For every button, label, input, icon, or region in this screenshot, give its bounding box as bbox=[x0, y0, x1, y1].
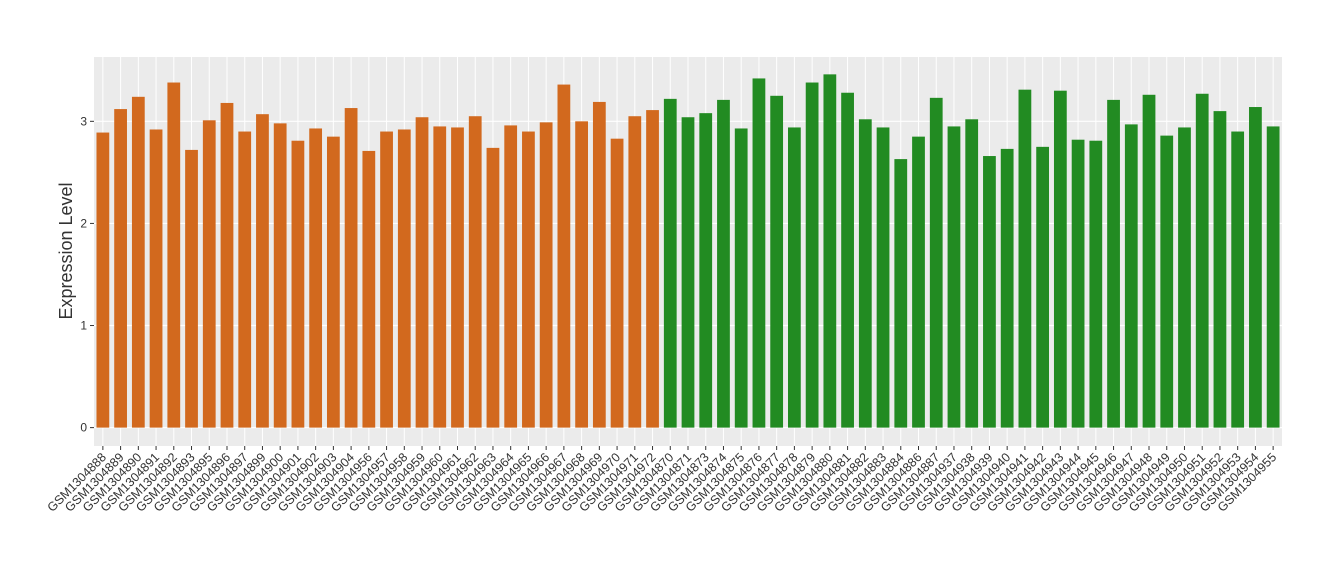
bar bbox=[238, 131, 252, 428]
bar bbox=[1089, 140, 1103, 428]
bar bbox=[202, 120, 216, 428]
bar bbox=[96, 132, 110, 428]
bar bbox=[610, 138, 624, 428]
bar bbox=[1107, 99, 1120, 428]
bar bbox=[788, 127, 801, 428]
bar bbox=[522, 131, 535, 428]
bar bbox=[504, 125, 518, 428]
bar bbox=[1249, 107, 1262, 428]
bar bbox=[256, 114, 269, 428]
bar bbox=[929, 97, 943, 428]
bar bbox=[468, 116, 482, 428]
bar bbox=[947, 126, 961, 428]
bar bbox=[734, 128, 748, 428]
bar bbox=[326, 136, 340, 428]
bar bbox=[131, 96, 145, 428]
bar bbox=[1036, 146, 1050, 428]
bar bbox=[1195, 93, 1209, 428]
bar bbox=[983, 156, 996, 428]
bar bbox=[699, 113, 713, 428]
bar bbox=[167, 82, 181, 428]
bar bbox=[397, 129, 411, 428]
bar bbox=[1142, 94, 1156, 428]
bar bbox=[415, 117, 429, 428]
bar bbox=[1231, 131, 1245, 428]
bar bbox=[1018, 89, 1032, 428]
y-axis-title: Expression Level bbox=[56, 182, 76, 319]
bar bbox=[965, 119, 979, 428]
y-tick-label: 3 bbox=[80, 114, 87, 128]
y-tick-label: 0 bbox=[80, 421, 87, 435]
bar bbox=[344, 108, 358, 428]
bar bbox=[858, 119, 872, 428]
bar bbox=[114, 109, 127, 428]
bar bbox=[1053, 90, 1067, 428]
bar bbox=[220, 102, 234, 428]
bar bbox=[681, 117, 695, 428]
bar bbox=[841, 92, 854, 428]
bar bbox=[185, 149, 198, 428]
bar bbox=[1071, 139, 1085, 428]
bar bbox=[309, 128, 323, 428]
bar bbox=[149, 129, 163, 428]
bar bbox=[912, 136, 925, 428]
bar bbox=[876, 127, 890, 428]
bar bbox=[291, 140, 305, 428]
bar bbox=[717, 99, 730, 428]
bar bbox=[628, 116, 642, 428]
bar bbox=[805, 82, 819, 428]
bar bbox=[646, 110, 659, 428]
bar bbox=[362, 150, 376, 428]
y-tick-label: 1 bbox=[80, 319, 87, 333]
y-tick-label: 2 bbox=[80, 216, 87, 230]
bar bbox=[557, 84, 571, 428]
bar bbox=[486, 147, 500, 428]
bar bbox=[433, 126, 447, 428]
bar bbox=[1266, 126, 1280, 428]
bar bbox=[1213, 111, 1227, 428]
bar bbox=[663, 98, 677, 428]
bar bbox=[1160, 135, 1174, 428]
bar bbox=[1124, 124, 1138, 428]
bar bbox=[575, 121, 588, 428]
bar bbox=[752, 78, 766, 428]
bar bbox=[1178, 127, 1191, 428]
bar bbox=[592, 101, 606, 428]
bar bbox=[823, 74, 837, 428]
bar bbox=[273, 123, 287, 428]
bar bbox=[451, 127, 464, 428]
bar bbox=[1000, 148, 1014, 428]
bar bbox=[894, 159, 908, 428]
bar bbox=[380, 131, 393, 428]
bar bbox=[770, 95, 784, 428]
bar bbox=[539, 122, 553, 428]
